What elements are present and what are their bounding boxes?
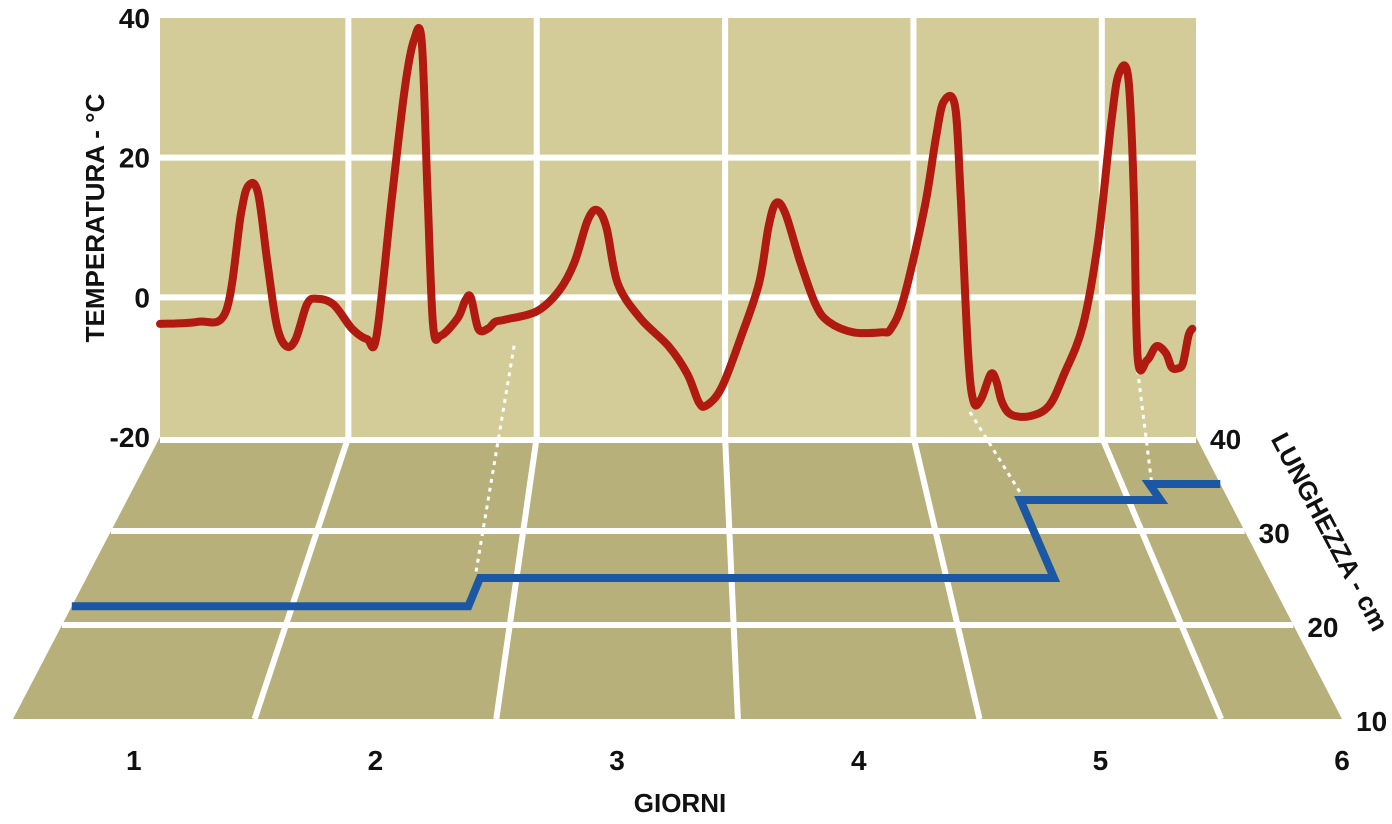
z-tick-label: 10 — [1356, 706, 1387, 737]
x-tick-label: 5 — [1093, 745, 1109, 776]
z-tick-label: 20 — [1307, 612, 1338, 643]
x-axis-title: GIORNI — [634, 788, 726, 818]
connector-dotted-line — [474, 345, 516, 575]
z-tick-label: 40 — [1210, 424, 1241, 455]
y-tick-label: 20 — [119, 143, 150, 174]
y-axis-title: TEMPERATURA - °C — [80, 93, 110, 342]
length-series-line — [71, 480, 1221, 611]
x-tick-label: 1 — [126, 745, 142, 776]
y-tick-label: 0 — [134, 282, 150, 313]
chart-wall — [160, 18, 1196, 437]
connector-lines — [474, 345, 1153, 575]
temperature-series-line — [156, 24, 1197, 421]
z-tick-label: 30 — [1259, 518, 1290, 549]
y-tick-label: -20 — [110, 422, 150, 453]
floor-gridline-day — [251, 436, 352, 720]
y-tick-label: 40 — [119, 3, 150, 34]
x-tick-label: 4 — [851, 745, 867, 776]
connector-dotted-line — [968, 411, 1024, 497]
floor-gridline-day — [1099, 435, 1224, 721]
connector-dotted-line — [1136, 369, 1153, 481]
x-tick-label: 6 — [1334, 745, 1350, 776]
x-tick-label: 2 — [368, 745, 384, 776]
x-tick-label: 3 — [609, 745, 625, 776]
